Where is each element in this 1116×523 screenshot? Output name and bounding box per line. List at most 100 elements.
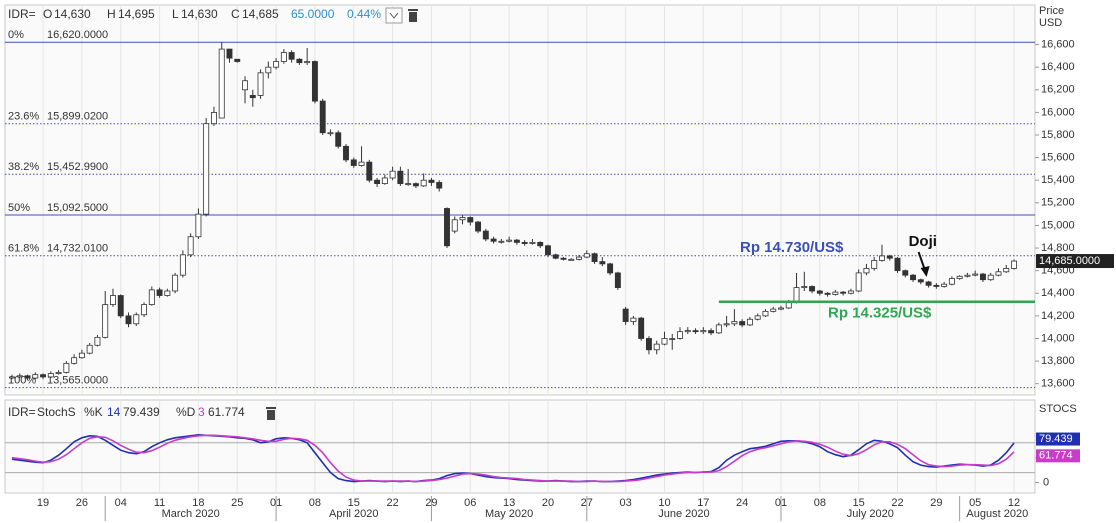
candle-body xyxy=(537,241,544,247)
last-price-box xyxy=(1036,254,1114,269)
candle-body xyxy=(560,257,567,260)
candle-body xyxy=(335,132,342,147)
ohlc-value: 14,630 xyxy=(181,7,218,21)
fib-price: 13,565.0000 xyxy=(47,375,108,387)
candle-body xyxy=(436,182,443,189)
candle-body xyxy=(785,301,792,309)
candle-body xyxy=(979,273,986,281)
candle-body xyxy=(156,289,163,296)
candle-body xyxy=(708,330,715,334)
x-tick-label: 13 xyxy=(503,497,515,509)
candle-body xyxy=(568,258,575,261)
x-tick-label: 10 xyxy=(658,497,670,509)
candle-body xyxy=(16,375,23,378)
candle-body xyxy=(576,256,582,260)
period: 3 xyxy=(198,405,205,419)
series-name: %K xyxy=(84,405,103,419)
candle-body xyxy=(513,239,520,243)
fib-price: 15,092.5000 xyxy=(47,202,108,214)
candle-body xyxy=(778,307,784,310)
candle-body xyxy=(832,291,839,295)
price-panel xyxy=(4,4,1036,396)
value-box xyxy=(1036,432,1080,446)
ohlc-label: L xyxy=(172,7,179,21)
indicator-name: StochS xyxy=(37,405,76,419)
candle-body xyxy=(203,123,210,215)
value-box xyxy=(1036,449,1080,463)
x-tick-label: 06 xyxy=(464,497,476,509)
candle-body xyxy=(459,217,466,221)
candle-body xyxy=(871,260,878,269)
x-tick-label: 20 xyxy=(542,497,554,509)
month-label: March 2020 xyxy=(162,508,220,520)
symbol: IDR= xyxy=(8,405,36,419)
last-price-label: 14,685.0000 xyxy=(1039,255,1100,267)
candle-body xyxy=(86,344,93,354)
candle-body xyxy=(273,61,280,68)
fib-price: 14,732.0100 xyxy=(47,243,108,255)
candle-body xyxy=(428,179,435,183)
x-tick-label: 17 xyxy=(697,497,709,509)
candle-body xyxy=(684,330,691,333)
candle-body xyxy=(529,241,536,244)
y-tick-label: 15,400 xyxy=(1041,174,1075,186)
candle-body xyxy=(141,304,148,316)
candle-body xyxy=(366,161,373,181)
ohlc-value: 14,695 xyxy=(118,7,155,21)
x-tick-label: 11 xyxy=(154,497,165,509)
candle-body xyxy=(770,308,777,312)
fib-price: 15,452.9900 xyxy=(47,161,108,173)
ohlc-label: H xyxy=(107,7,116,21)
delete-button[interactable] xyxy=(408,9,418,22)
candle-body xyxy=(816,290,823,294)
fib-pct: 0% xyxy=(8,29,24,41)
x-tick-label: 08 xyxy=(814,497,826,509)
candle-body xyxy=(55,371,62,374)
candle-body xyxy=(622,308,629,322)
ohlc-label: O xyxy=(43,7,52,21)
x-tick-label: 24 xyxy=(736,497,748,509)
fib-pct: 38.2% xyxy=(8,161,39,173)
candle-body xyxy=(475,221,482,232)
candle-body xyxy=(847,290,854,294)
y-tick-label: 14,400 xyxy=(1041,287,1075,299)
month-label: April 2020 xyxy=(329,508,379,520)
candle-body xyxy=(506,239,513,242)
candle-body xyxy=(614,272,621,289)
candle-body xyxy=(925,281,932,286)
candle-body xyxy=(327,132,334,135)
y-tick-label: 16,200 xyxy=(1041,84,1075,96)
candle-body xyxy=(956,275,963,279)
month-label: May 2020 xyxy=(485,508,533,520)
y-tick-label: 16,000 xyxy=(1041,106,1075,118)
y-tick-label: 13,800 xyxy=(1041,355,1075,367)
y-tick-label: 15,200 xyxy=(1041,197,1075,209)
axis-title: USD xyxy=(1039,17,1062,29)
x-tick-label: 15 xyxy=(348,497,360,509)
candle-body xyxy=(661,338,668,345)
x-tick-label: 29 xyxy=(930,497,942,509)
candle-body xyxy=(9,376,15,379)
y-tick-label: 16,600 xyxy=(1041,38,1075,50)
candle-body xyxy=(358,161,365,166)
series-value: 79.439 xyxy=(123,405,160,419)
dropdown-button[interactable] xyxy=(385,7,403,24)
candle-body xyxy=(630,317,637,322)
candle-body xyxy=(879,255,885,261)
candle-body xyxy=(78,352,85,359)
candle-body xyxy=(793,287,800,303)
candle-body xyxy=(583,253,590,258)
candle-body xyxy=(591,253,598,263)
candle-body xyxy=(110,295,116,305)
candle-body xyxy=(746,318,753,326)
candle-body xyxy=(304,61,311,64)
x-tick-label: 22 xyxy=(386,497,398,509)
candle-body xyxy=(311,61,318,102)
candle-body xyxy=(117,295,124,317)
delete-button[interactable] xyxy=(266,407,276,420)
series-name: %D xyxy=(176,405,196,419)
change-pct: 0.44% xyxy=(347,7,381,21)
candle-body xyxy=(677,331,683,339)
x-tick-label: 25 xyxy=(231,497,243,509)
